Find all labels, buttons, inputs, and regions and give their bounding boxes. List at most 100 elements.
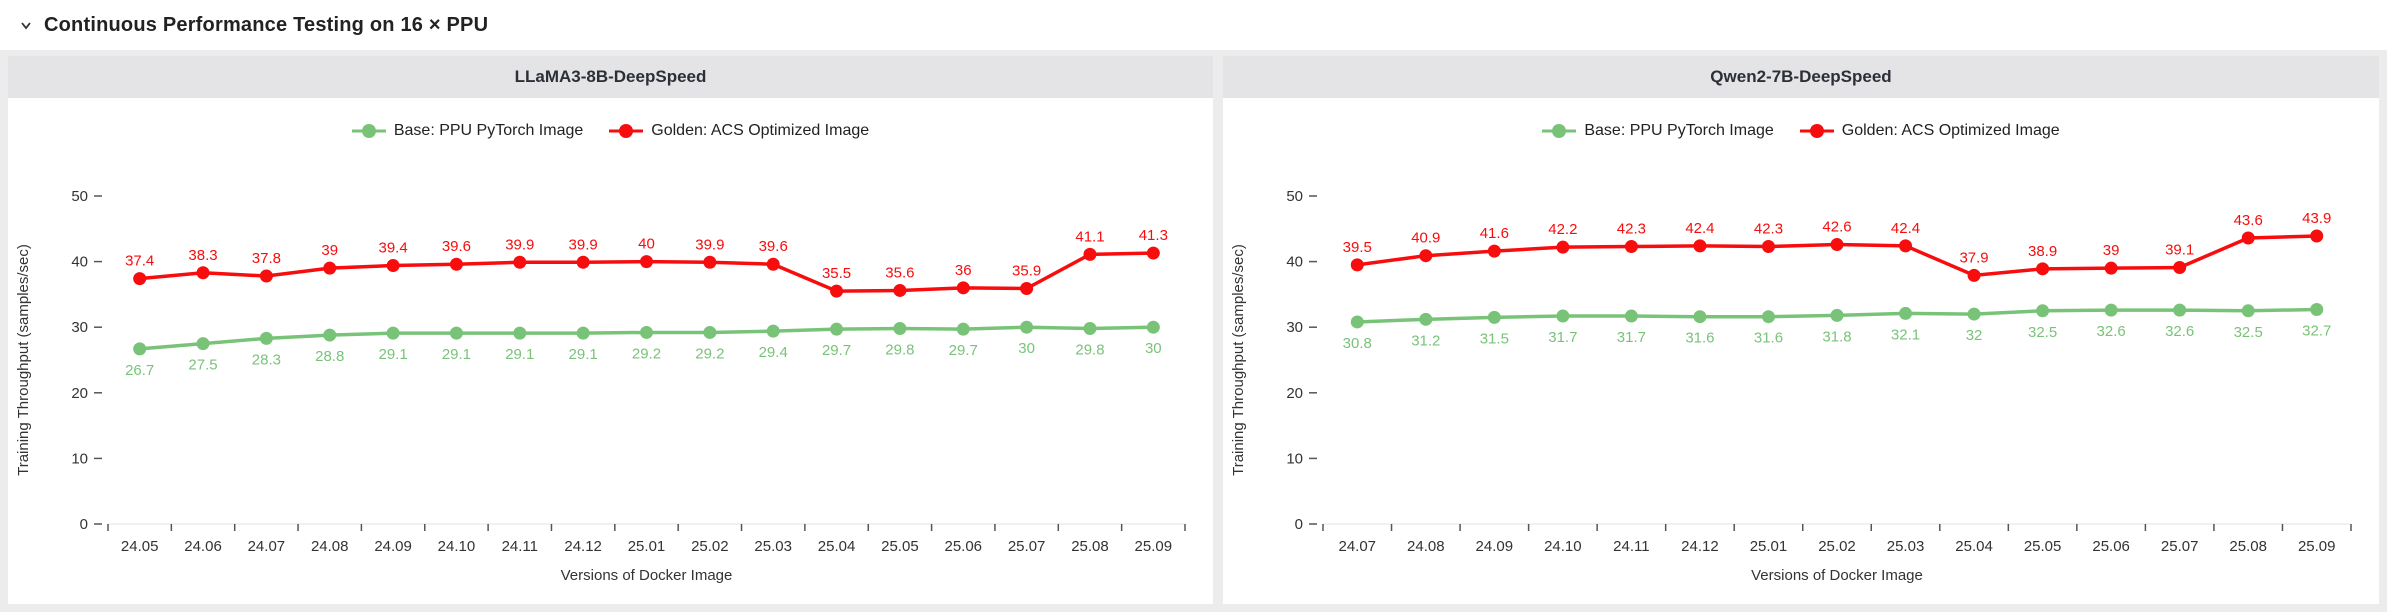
- svg-text:25.08: 25.08: [1071, 538, 1109, 555]
- data-point[interactable]: [1693, 310, 1707, 324]
- svg-text:25.04: 25.04: [1955, 538, 1993, 555]
- data-point[interactable]: [1083, 247, 1097, 261]
- data-point[interactable]: [1350, 315, 1364, 329]
- svg-text:25.02: 25.02: [691, 538, 729, 555]
- data-point[interactable]: [1624, 240, 1638, 254]
- data-point[interactable]: [1556, 240, 1570, 254]
- data-point[interactable]: [449, 257, 463, 271]
- data-point[interactable]: [956, 322, 970, 336]
- data-label: 29.4: [759, 344, 788, 361]
- data-point[interactable]: [513, 326, 527, 340]
- svg-text:30: 30: [1286, 319, 1303, 336]
- data-point[interactable]: [2036, 304, 2050, 318]
- svg-text:50: 50: [1286, 188, 1303, 205]
- data-point[interactable]: [640, 325, 653, 339]
- data-point[interactable]: [259, 269, 273, 283]
- data-point[interactable]: [1761, 310, 1775, 324]
- svg-text:25.01: 25.01: [628, 538, 666, 555]
- data-point[interactable]: [1020, 281, 1034, 295]
- line-chart-llama3: 0 10 20 30 40 50 Training Throughput (samples/…: [8, 144, 1213, 604]
- chevron-down-icon: [21, 22, 31, 30]
- data-label: 39.6: [759, 238, 788, 255]
- data-point[interactable]: [2173, 303, 2187, 317]
- data-point[interactable]: [1899, 306, 1913, 320]
- data-point[interactable]: [1830, 308, 1844, 322]
- data-point[interactable]: [1146, 320, 1160, 334]
- svg-text:24.09: 24.09: [1476, 538, 1514, 555]
- data-point[interactable]: [576, 326, 590, 340]
- svg-text:24.08: 24.08: [1407, 538, 1445, 555]
- data-point[interactable]: [893, 283, 907, 297]
- data-label: 41.6: [1480, 225, 1509, 242]
- y-axis: 0 10 20 30 40 50 Training Throughput (samples/…: [1230, 188, 1317, 533]
- data-point[interactable]: [2104, 303, 2118, 317]
- data-point[interactable]: [2104, 261, 2118, 275]
- data-point[interactable]: [1487, 310, 1501, 324]
- svg-text:25.04: 25.04: [818, 538, 856, 555]
- collapse-chevron-icon[interactable]: [16, 15, 36, 35]
- data-point[interactable]: [386, 326, 400, 340]
- legend-item-base[interactable]: Base: PPU PyTorch Image: [1542, 122, 1774, 140]
- y-axis-title: Training Throughput (samples/sec): [15, 244, 32, 476]
- data-point[interactable]: [703, 255, 717, 269]
- data-point[interactable]: [1830, 238, 1844, 252]
- data-point[interactable]: [2310, 302, 2324, 316]
- data-point[interactable]: [1146, 246, 1160, 260]
- data-point[interactable]: [830, 284, 844, 298]
- data-point[interactable]: [1967, 268, 1981, 282]
- data-point[interactable]: [703, 325, 717, 339]
- data-point[interactable]: [640, 255, 653, 269]
- legend-label-golden: Golden: ACS Optimized Image: [651, 122, 870, 139]
- data-point[interactable]: [513, 255, 527, 269]
- data-point[interactable]: [1693, 239, 1707, 253]
- data-point[interactable]: [2173, 261, 2187, 275]
- svg-text:25.06: 25.06: [944, 538, 982, 555]
- svg-text:25.03: 25.03: [754, 538, 792, 555]
- data-point[interactable]: [323, 261, 337, 275]
- data-point[interactable]: [323, 328, 337, 342]
- data-point[interactable]: [893, 322, 907, 336]
- data-point[interactable]: [449, 326, 463, 340]
- data-point[interactable]: [196, 266, 210, 280]
- data-point[interactable]: [1967, 307, 1981, 321]
- svg-text:24.06: 24.06: [184, 538, 222, 555]
- legend-item-golden[interactable]: Golden: ACS Optimized Image: [609, 122, 869, 140]
- legend-item-base[interactable]: Base: PPU PyTorch Image: [351, 122, 583, 140]
- data-point[interactable]: [766, 324, 780, 338]
- data-point[interactable]: [196, 337, 210, 351]
- data-point[interactable]: [1419, 312, 1433, 326]
- data-point[interactable]: [386, 259, 400, 273]
- data-point[interactable]: [1556, 309, 1570, 323]
- data-point[interactable]: [1350, 258, 1364, 272]
- svg-text:25.08: 25.08: [2229, 538, 2267, 555]
- legend: Base: PPU PyTorch Image Golden: ACS Opti…: [8, 98, 1213, 144]
- data-point[interactable]: [2241, 304, 2255, 318]
- data-point[interactable]: [259, 331, 273, 345]
- data-point[interactable]: [2036, 262, 2050, 276]
- chart-card-llama3: LLaMA3-8B-DeepSpeed Base: PPU PyTorch Im…: [8, 56, 1213, 604]
- data-point[interactable]: [1083, 322, 1097, 336]
- data-label: 39: [2103, 242, 2120, 259]
- svg-text:25.01: 25.01: [1750, 538, 1788, 555]
- data-point[interactable]: [1761, 240, 1775, 254]
- data-label: 32.5: [2028, 324, 2057, 341]
- data-point[interactable]: [1487, 244, 1501, 258]
- data-point[interactable]: [1419, 249, 1433, 263]
- data-point[interactable]: [2241, 231, 2255, 245]
- data-point[interactable]: [1624, 309, 1638, 323]
- data-point[interactable]: [766, 257, 780, 271]
- data-label: 30.8: [1343, 335, 1372, 352]
- legend-item-golden[interactable]: Golden: ACS Optimized Image: [1799, 122, 2060, 140]
- svg-text:25.05: 25.05: [2024, 538, 2062, 555]
- data-point[interactable]: [133, 272, 147, 286]
- data-point[interactable]: [956, 281, 970, 295]
- legend: Base: PPU PyTorch Image Golden: ACS Opti…: [1223, 98, 2379, 144]
- data-label: 31.7: [1617, 329, 1646, 346]
- data-point[interactable]: [1020, 320, 1034, 334]
- data-point[interactable]: [830, 322, 844, 336]
- data-point[interactable]: [2310, 229, 2324, 243]
- data-point[interactable]: [133, 342, 147, 356]
- data-point[interactable]: [576, 255, 590, 269]
- data-point[interactable]: [1899, 239, 1913, 253]
